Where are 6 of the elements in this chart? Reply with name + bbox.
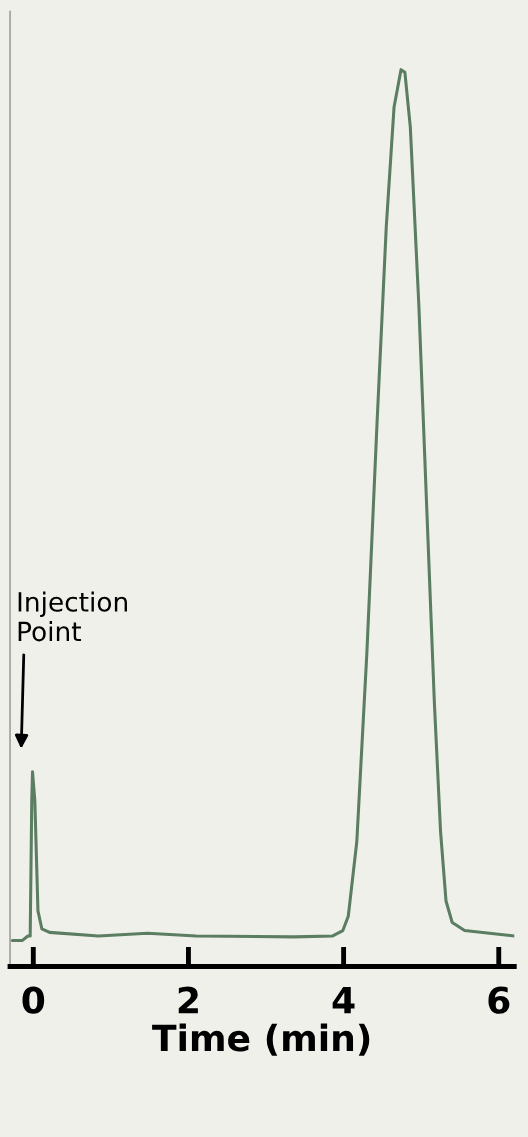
x-tick-label: 2 (178, 986, 198, 1014)
x-tick-label: 0 (22, 986, 45, 1014)
annotation: Injection Point (18, 591, 127, 642)
x-axis-title: Time (min) (152, 1023, 370, 1056)
x-tick-label: 4 (332, 987, 355, 1014)
x-tick-label: 6 (488, 986, 510, 1014)
